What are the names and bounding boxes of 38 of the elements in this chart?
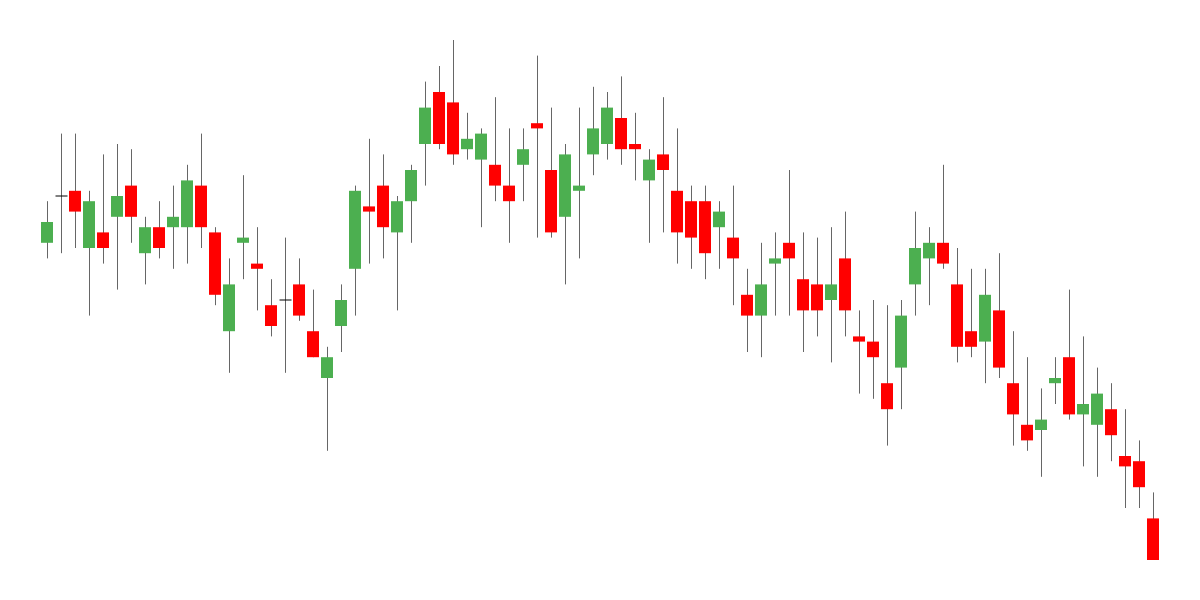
candlestick xyxy=(867,299,879,400)
candlestick xyxy=(573,107,585,259)
candlestick xyxy=(531,55,543,239)
candlestick xyxy=(97,153,109,265)
candlestick xyxy=(1035,387,1047,478)
candlestick xyxy=(727,185,739,306)
candlestick xyxy=(783,169,795,317)
candlestick xyxy=(517,127,529,202)
candlestick xyxy=(265,278,277,337)
candlestick xyxy=(741,268,753,353)
candlestick xyxy=(279,237,292,374)
candlestick xyxy=(111,143,123,291)
candlestick xyxy=(825,226,837,363)
candlestick xyxy=(629,112,641,181)
candlestick xyxy=(55,133,68,254)
candlestick xyxy=(1049,356,1061,405)
candlestick xyxy=(69,133,81,249)
candlestick xyxy=(769,231,781,317)
candlestick xyxy=(1119,408,1131,509)
candlestick xyxy=(1021,356,1033,452)
candlestick xyxy=(321,346,333,452)
candlestick xyxy=(643,148,655,244)
candlestick xyxy=(251,226,263,311)
candlestick xyxy=(237,174,249,280)
candlestick xyxy=(461,112,473,161)
candlestick xyxy=(1077,335,1089,467)
candlestick xyxy=(489,96,501,202)
candlestick xyxy=(363,138,375,265)
candlestick xyxy=(153,200,165,259)
candlestick xyxy=(965,268,977,358)
candlestick xyxy=(41,200,53,259)
candlestick xyxy=(657,96,669,233)
candlestick xyxy=(713,200,725,270)
candlestick xyxy=(167,185,179,270)
candlestick xyxy=(937,164,949,270)
candlestick xyxy=(923,226,935,306)
candlestick xyxy=(503,127,515,244)
candlestick xyxy=(853,309,865,395)
